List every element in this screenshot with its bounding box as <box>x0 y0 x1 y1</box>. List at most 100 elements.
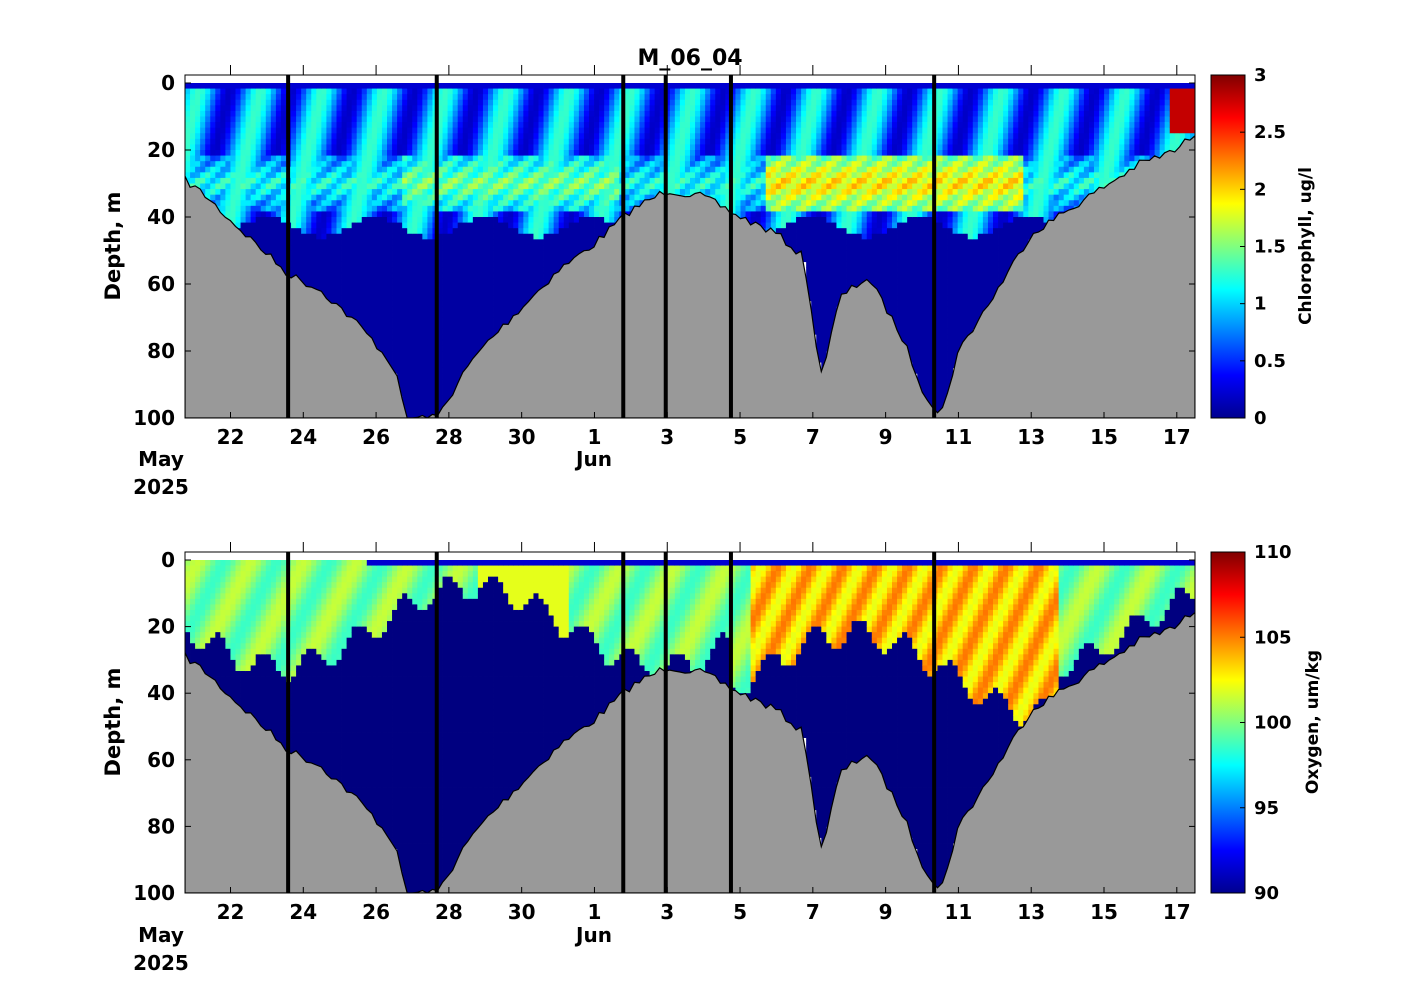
heatmap-cell <box>477 138 484 145</box>
heatmap-cell <box>720 144 726 151</box>
heatmap-cell <box>770 161 777 168</box>
heatmap-cell <box>634 83 640 89</box>
heatmap-cell <box>649 183 656 190</box>
heatmap-cell <box>498 267 504 274</box>
heatmap-cell <box>831 110 837 117</box>
heatmap-cell <box>578 183 585 190</box>
heatmap-cell <box>311 110 317 117</box>
heatmap-cell <box>639 144 645 151</box>
heatmap-cell <box>831 306 837 313</box>
heatmap-cell <box>629 166 635 173</box>
heatmap-cell <box>871 222 878 229</box>
heatmap-cell <box>553 239 560 246</box>
heatmap-cell <box>351 161 358 168</box>
heatmap-cell <box>654 183 661 190</box>
heatmap-cell <box>452 161 459 168</box>
heatmap-cell <box>447 311 454 318</box>
heatmap-cell <box>457 127 464 134</box>
heatmap-cell <box>311 94 317 101</box>
heatmap-cell <box>740 144 746 151</box>
heatmap-cell <box>477 334 484 341</box>
heatmap-cell <box>467 83 474 89</box>
heatmap-cell <box>270 138 277 145</box>
heatmap-cell <box>351 172 358 179</box>
heatmap-cell <box>750 155 757 162</box>
heatmap-cell <box>866 272 873 279</box>
heatmap-cell <box>291 138 297 145</box>
heatmap-cell <box>245 217 252 223</box>
heatmap-cell <box>659 116 666 123</box>
heatmap-cell <box>381 222 388 229</box>
heatmap-cell <box>291 155 297 162</box>
heatmap-cell <box>422 406 428 413</box>
heatmap-cell <box>876 94 883 101</box>
heatmap-cell <box>301 144 307 151</box>
heatmap-cell <box>351 261 358 268</box>
heatmap-cell <box>796 83 802 89</box>
heatmap-cell <box>407 122 413 129</box>
heatmap-cell <box>568 99 575 106</box>
heatmap-cell <box>280 222 287 229</box>
heatmap-cell <box>578 205 585 212</box>
heatmap-cell <box>796 211 802 218</box>
heatmap-cell <box>715 155 721 162</box>
heatmap-cell <box>392 284 398 290</box>
heatmap-cell <box>538 205 544 212</box>
heatmap-cell <box>851 138 858 145</box>
heatmap-cell <box>710 138 716 145</box>
heatmap-cell <box>710 133 716 140</box>
heatmap-cell <box>508 133 514 140</box>
heatmap-cell <box>695 83 701 89</box>
heatmap-cell <box>482 172 489 179</box>
heatmap-cell <box>639 172 645 179</box>
heatmap-cell <box>235 189 241 196</box>
heatmap-cell <box>427 345 433 352</box>
heatmap-cell <box>346 189 353 196</box>
heatmap-cell <box>402 233 408 240</box>
heatmap-cell <box>826 127 832 134</box>
heatmap-cell <box>427 339 433 346</box>
heatmap-cell <box>291 222 297 229</box>
heatmap-cell <box>442 189 448 196</box>
heatmap-cell <box>185 122 191 129</box>
heatmap-cell <box>700 83 706 89</box>
heatmap-cell <box>644 177 650 184</box>
heatmap-cell <box>533 133 539 140</box>
heatmap-cell <box>296 250 302 257</box>
heatmap-cell <box>583 133 590 140</box>
heatmap-cell <box>291 250 297 257</box>
heatmap-cell <box>427 150 433 156</box>
heatmap-cell <box>488 172 494 179</box>
heatmap-cell <box>255 233 262 240</box>
heatmap-cell <box>422 306 428 313</box>
heatmap-cell <box>775 88 782 95</box>
heatmap-cell <box>306 183 312 190</box>
heatmap-cell <box>326 284 332 290</box>
heatmap-cell <box>361 144 368 151</box>
heatmap-cell <box>427 172 433 179</box>
heatmap-cell <box>801 256 807 263</box>
heatmap-cell <box>452 356 459 363</box>
heatmap-cell <box>589 211 595 218</box>
heatmap-cell <box>407 177 413 184</box>
heatmap-cell <box>745 172 751 179</box>
heatmap-cell <box>518 250 524 257</box>
heatmap-cell <box>341 161 347 168</box>
heatmap-cell <box>826 205 832 212</box>
heatmap-cell <box>644 94 650 101</box>
heatmap-cell <box>811 133 817 140</box>
heatmap-cell <box>280 116 287 123</box>
heatmap-cell <box>846 127 852 134</box>
heatmap-cell <box>351 217 358 223</box>
heatmap-cell <box>791 205 797 212</box>
heatmap-cell <box>705 127 711 134</box>
heatmap-cell <box>684 161 691 168</box>
heatmap-cell <box>371 161 378 168</box>
heatmap-cell <box>402 311 408 318</box>
heatmap-cell <box>791 110 797 117</box>
heatmap-cell <box>886 110 893 117</box>
heatmap-cell <box>185 94 191 101</box>
heatmap-cell <box>730 161 736 168</box>
heatmap-cell <box>750 172 757 179</box>
heatmap-cell <box>700 183 706 190</box>
